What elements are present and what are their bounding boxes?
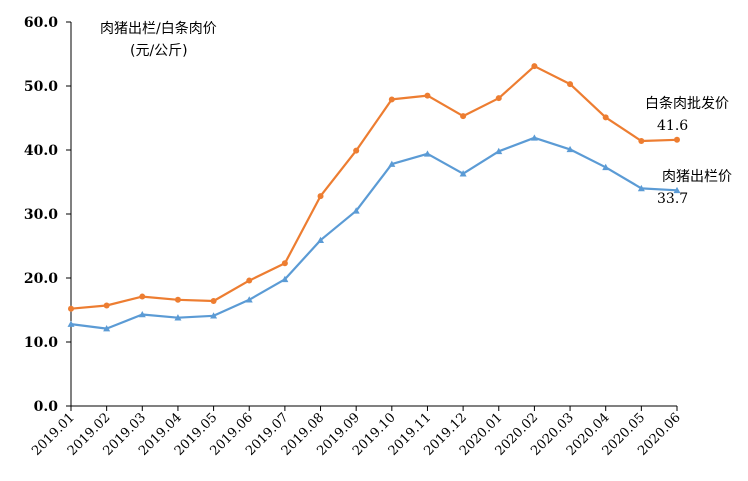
series-slaughter [67,134,681,332]
y-tick-label: 40.0 [24,143,58,159]
series-line [70,136,678,330]
data-point [388,96,395,103]
data-point [281,260,288,267]
y-tick-label: 10.0 [24,335,58,351]
chart-title-line-1: 肉猪出栏/白条肉价 [100,20,217,37]
data-point [139,293,146,300]
series-label-wholesale: 白条肉批发价 [645,95,729,112]
data-point [637,184,645,192]
data-point [388,160,396,167]
data-point [210,298,217,305]
data-point [174,296,181,303]
data-point [566,145,574,153]
data-point [530,134,538,141]
data-point [495,95,502,102]
data-point [174,314,182,321]
y-tick-label: 0.0 [34,399,59,415]
series-wholesale [68,63,680,312]
data-point [246,277,253,284]
y-tick-label: 50.0 [24,79,58,95]
data-point [353,147,360,154]
data-point [602,114,609,121]
data-point [210,312,218,319]
y-tick-label: 30.0 [24,207,58,223]
x-axis-ticks: 2019.012019.022019.032019.042019.052019.… [29,406,684,459]
data-point [531,63,538,70]
data-point [317,193,324,200]
axes [70,22,677,407]
data-point [67,320,75,327]
data-point [459,170,467,177]
data-point [68,305,74,312]
y-axis-ticks: 0.0 10.0 20.0 30.0 40.0 50.0 60.0 [24,15,71,415]
series-line [70,65,678,310]
data-point [674,136,680,143]
y-tick-label: 20.0 [24,271,58,287]
chart-title-line-2: (元/公斤) [130,43,188,59]
data-point [424,92,431,99]
data-point [281,275,289,283]
data-point [567,81,574,88]
data-point [245,296,253,303]
series-label-slaughter: 肉猪出栏价 [662,169,732,185]
end-value-slaughter: 33.7 [657,191,688,207]
data-point [495,147,503,155]
data-point [103,302,110,309]
data-point [317,236,325,244]
data-point [352,207,360,214]
data-point [673,186,681,194]
data-point [423,150,431,157]
series-layer [67,63,681,332]
data-point [460,113,467,120]
y-tick-label: 60.0 [24,15,58,31]
end-value-wholesale: 41.6 [657,118,688,134]
data-point [602,163,610,171]
data-point [103,325,111,332]
data-point [638,138,645,145]
data-point [138,310,146,318]
